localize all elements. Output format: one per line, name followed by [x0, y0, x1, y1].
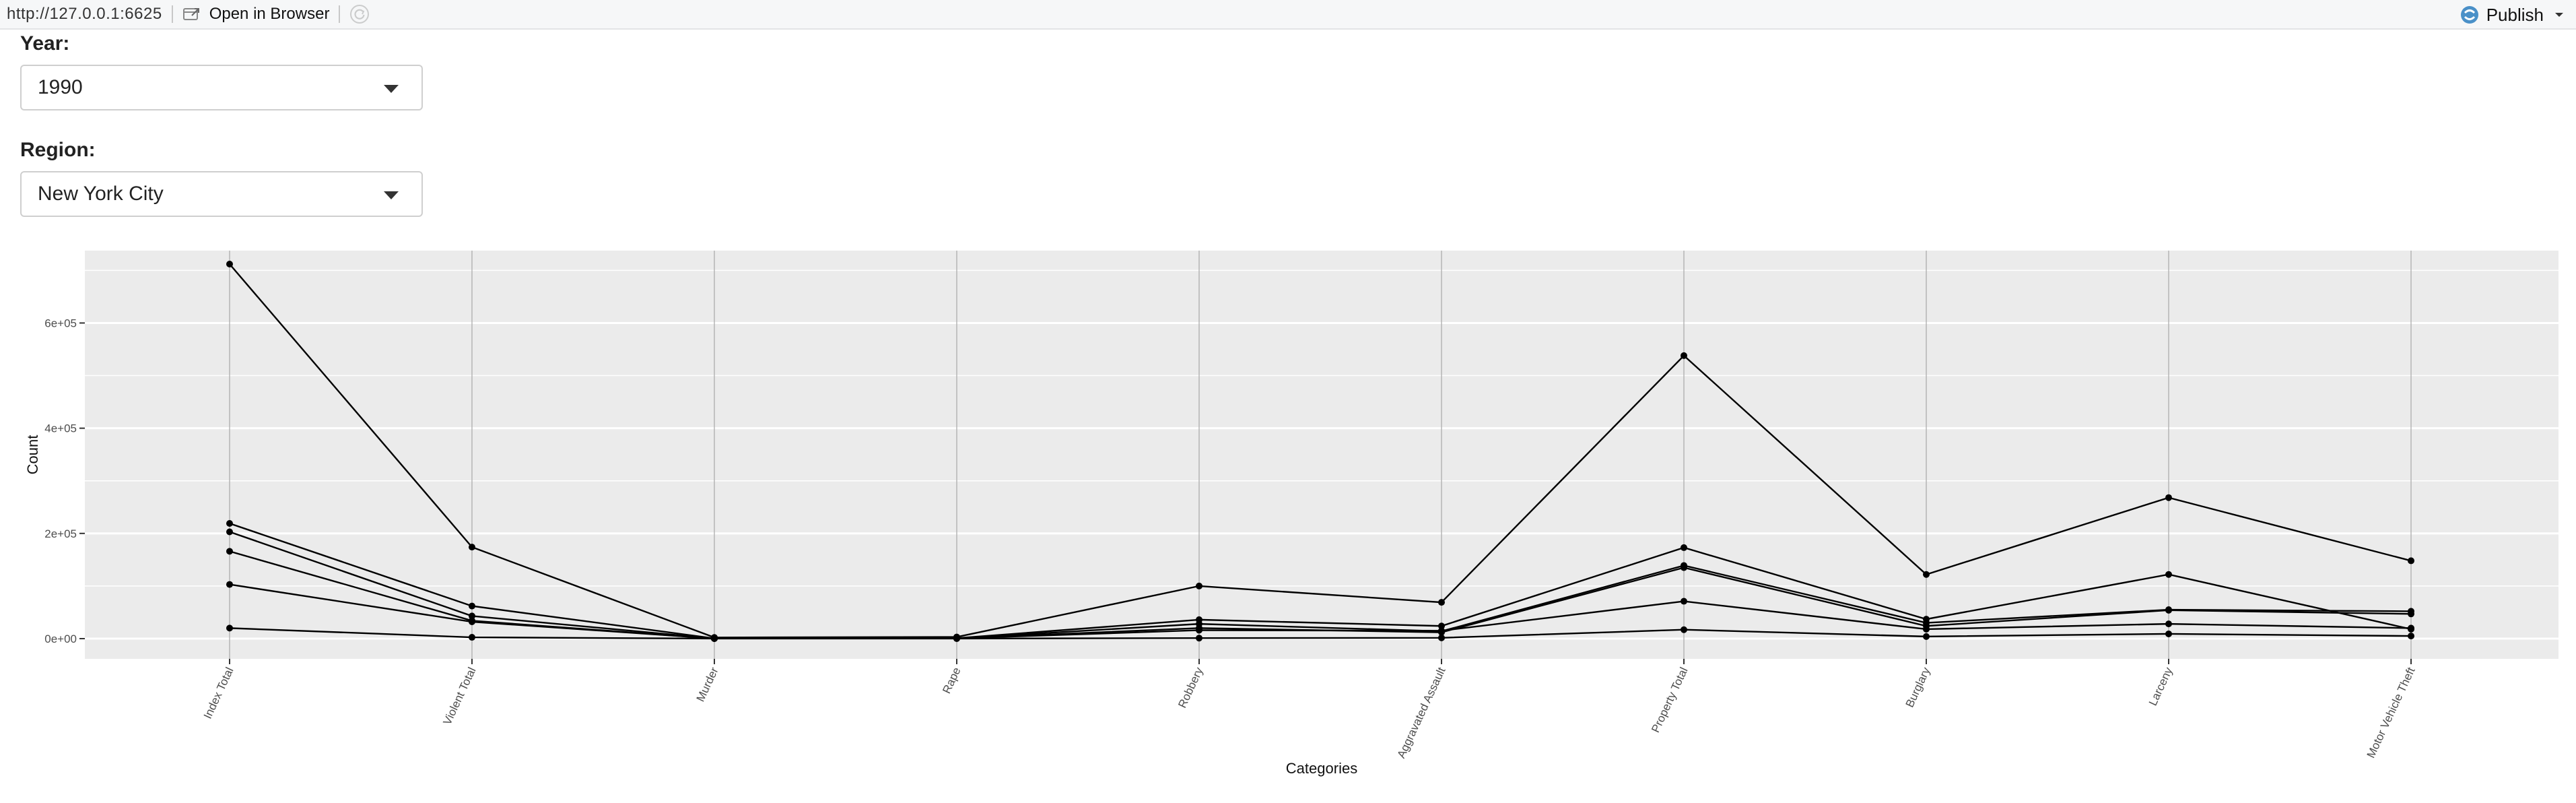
data-point	[1923, 571, 1930, 578]
y-tick-label: 6e+05	[44, 317, 77, 329]
data-point	[1681, 626, 1687, 633]
series-line	[229, 522, 2412, 639]
data-point	[1923, 625, 1930, 633]
open-in-browser-icon	[182, 8, 199, 20]
data-point	[1196, 582, 1202, 589]
region-label: Region:	[20, 139, 96, 161]
x-tick-label: Murder	[694, 665, 721, 703]
data-point	[226, 624, 233, 632]
plot-panel	[85, 251, 2558, 659]
data-point	[1681, 564, 1687, 571]
data-point	[469, 544, 475, 551]
data-point	[2408, 610, 2414, 618]
data-point	[1923, 633, 1930, 640]
data-point	[226, 261, 233, 267]
data-point	[2165, 494, 2172, 501]
crime-line-chart: 0e+00 2e+05 4e+05 6e+05 Index Total Violent …	[24, 251, 2558, 777]
data-point	[1196, 635, 1202, 642]
chevron-down-icon	[384, 85, 399, 93]
data-point	[226, 528, 233, 536]
x-tick-label: Motor Vehicle Theft	[2365, 665, 2418, 760]
open-in-browser-button[interactable]: Open in Browser	[182, 5, 330, 24]
data-point	[1681, 352, 1687, 359]
data-point	[226, 548, 233, 555]
year-select[interactable]: 1990	[20, 65, 423, 110]
region-select[interactable]: New York City	[20, 171, 423, 217]
data-point	[1438, 634, 1445, 641]
data-point	[1681, 598, 1687, 605]
series-line	[229, 263, 2412, 639]
data-point	[2408, 557, 2414, 565]
y-tick-label: 0e+00	[44, 633, 77, 645]
x-tick-label: Property Total	[1649, 666, 1690, 735]
data-point	[953, 635, 960, 642]
x-tick-label: Burglary	[1903, 665, 1933, 709]
publish-label: Publish	[2486, 4, 2544, 25]
data-point	[2165, 630, 2172, 637]
data-point	[226, 519, 233, 527]
y-tick-label: 2e+05	[44, 527, 77, 540]
data-point	[469, 634, 475, 641]
x-tick-label: Aggravated Assault	[1394, 665, 1448, 760]
data-point	[1196, 627, 1202, 634]
chevron-down-icon	[384, 191, 399, 199]
series-line	[229, 531, 2412, 639]
x-tick-label: Larceny	[2146, 665, 2175, 707]
x-tick-label: Rape	[940, 666, 963, 696]
x-tick-label: Index Total	[201, 666, 236, 721]
series-line	[229, 627, 2412, 640]
toolbar-divider	[171, 5, 173, 23]
x-tick-label: Robbery	[1176, 665, 1206, 710]
data-point	[2165, 620, 2172, 628]
url-text: http://127.0.0.1:6625	[7, 5, 162, 23]
publish-icon	[2460, 6, 2478, 24]
open-in-browser-label: Open in Browser	[209, 5, 330, 23]
y-axis-title: Count	[24, 435, 41, 475]
data-point	[469, 612, 475, 620]
year-select-value: 1990	[38, 76, 83, 98]
data-point	[2408, 633, 2414, 640]
toolbar-divider-2	[339, 5, 341, 23]
year-label: Year:	[20, 32, 70, 55]
data-point	[1438, 627, 1445, 635]
data-point	[2165, 606, 2172, 614]
refresh-button[interactable]	[349, 4, 370, 24]
data-point	[1681, 544, 1687, 551]
data-point	[1438, 599, 1445, 606]
y-tick-label: 4e+05	[44, 422, 77, 435]
data-point	[2165, 571, 2172, 578]
data-point	[226, 581, 233, 588]
data-point	[1438, 622, 1445, 630]
publish-button[interactable]: Publish	[2460, 0, 2564, 30]
x-tick-label: Violent Total	[441, 666, 479, 727]
refresh-icon	[350, 5, 370, 24]
chevron-down-icon	[2555, 13, 2563, 17]
data-point	[711, 635, 718, 642]
data-point	[469, 602, 475, 610]
data-point	[2408, 624, 2414, 632]
data-point	[469, 618, 475, 626]
series-line	[229, 583, 2412, 640]
viewer-toolbar: http://127.0.0.1:6625 Open in Browser Pu…	[0, 0, 2576, 30]
x-axis-title: Categories	[1286, 760, 1357, 777]
region-select-value: New York City	[38, 183, 164, 205]
